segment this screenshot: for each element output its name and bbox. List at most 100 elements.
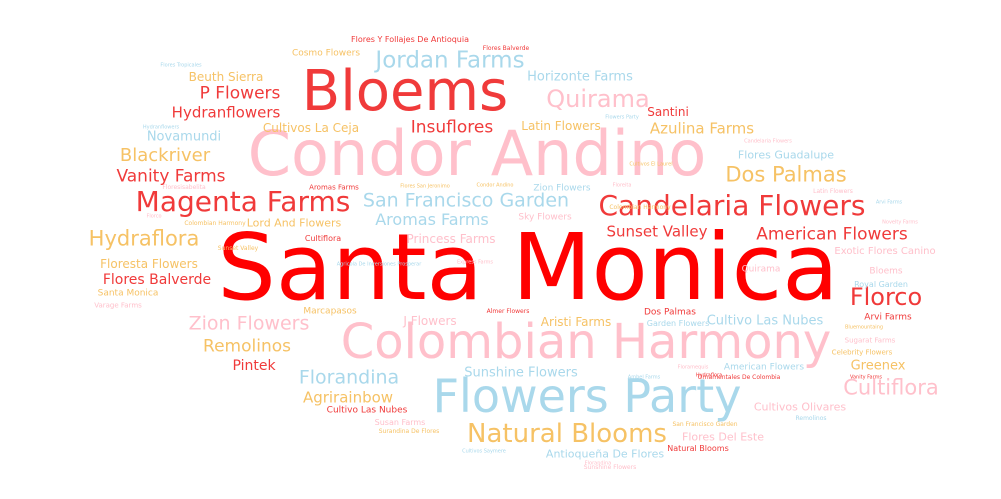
word-royal-garden: Royal Garden [854,280,908,289]
word-natural-blooms: Natural Blooms [467,419,667,449]
word-flores-san-jeronimo: Flores San Jeronimo [400,183,450,190]
word-hydranflowers: Hydranflowers [171,103,281,122]
word-flowers-party: Flowers Party [432,369,742,423]
word-j-flowers: J Flowers [403,314,457,328]
word-aristi-farms: Aristi Farms [540,315,612,329]
word-santa-monica: Santa Monica [217,214,839,321]
word-azulina-farms: Azulina Farms [649,119,755,138]
word-lord-and-flowers: Lord And Flowers [246,216,342,230]
word-florco: Florco [146,213,162,220]
word-almer-flowers: Almer Flowers [486,308,530,315]
word-flores-balverde: Flores Balverde [102,272,212,288]
word-remolinos: Remolinos [203,336,291,357]
word-floresisabelita: Floresisabelita [162,184,206,191]
word-cultiflora: Cultiflora [843,375,939,400]
word-hydraflora: Hydraflora [88,226,200,251]
word-hydraflora: Hydraflora [695,372,723,379]
word-flores-tropicales: Flores Tropicales [160,62,202,69]
word-varage-farms: Varage Farms [94,301,142,310]
word-p-flowers: P Flowers [199,83,281,104]
word-vanity-farms: Vanity Farms [849,374,883,381]
word-surandina-de-flores: Surandina De Flores [378,428,440,435]
word-magenta-farms: Magenta Farms [135,185,351,218]
word-floreita: Floreita [612,182,632,189]
word-colombian-harmony: Colombian Harmony [340,314,832,370]
word-flowers-party: Flowers Party [605,114,639,121]
word-latin-flowers: Latin Flowers [521,119,601,133]
word-ornamentales-de-colombia: Ornamentales De Colombia [697,374,781,381]
word-latin-flowers: Latin Flowers [813,188,853,195]
word-novelty-farms: Novelty Farms [882,219,918,226]
word-novamundi: Novamundi [146,129,222,145]
word-flores-y-follajes-de-antioquia: Flores Y Follajes De Antioquia [350,35,470,44]
word-dos-palmas: Dos Palmas [725,162,847,187]
word-zion-flowers: Zion Flowers [533,183,591,194]
word-aromas-farms: Aromas Farms [375,210,489,229]
word-flores-balverde: Flores Balverde [482,45,530,52]
word-arvi-farms: Arvi Farms [864,312,912,323]
word-vanity-farms: Vanity Farms [116,166,226,187]
word-exotic-flores-canino: Exotic Flores Canino [834,246,936,257]
word-cultiflora: Cultiflora [304,234,342,243]
word-florco: Florco [849,283,923,311]
word-cultivo-las-nubes: Cultivo Las Nubes [326,405,408,416]
word-cultivos-saymere: Cultivos Saymere [462,448,506,455]
word-condor-andino: Condor Andino [247,117,707,190]
word-santa-monica: Santa Monica [97,288,159,299]
word-pintek: Pintek [232,358,276,374]
word-american-flowers: American Flowers [723,362,805,373]
word-agrirainbow: Agrirainbow [302,388,394,407]
word-greenex: Greenex [850,358,906,374]
word-quirama: Quirama [546,85,650,113]
word-garden-flowers: Garden Flowers [646,319,710,328]
word-colombian-harmony: Colombian Harmony [609,204,671,211]
word-susan-farms: Susan Farms [374,418,426,427]
word-american-flowers: American Flowers [756,224,908,245]
word-arvi-farms: Arvi Farms [875,199,903,206]
word-blackriver: Blackriver [119,145,211,166]
word-cultivo-las-nubes: Cultivo Las Nubes [706,313,824,329]
word-celebrity-flowers: Celebrity Flowers [831,348,893,357]
word-sunshine-flowers: Sunshine Flowers [583,464,637,471]
word-sugarat-farms: Sugarat Farms [844,336,896,345]
word-princess-farms: Princess Farms [406,232,496,246]
word-condor-andino: Condor Andino [476,182,514,189]
word-ambel-farms: Ambel Farms [627,374,661,381]
word-san-francisco-garden: San Francisco Garden [672,421,738,428]
word-florandina: Florandina [298,366,400,389]
word-jordan-farms: Jordan Farms [375,47,525,74]
word-insuflores: Insuflores [410,117,494,138]
word-aromas-farms: Aromas Farms [309,183,359,192]
word-remolinos: Remolinos [795,415,827,422]
word-bloems: Bloems [301,59,509,124]
word-cosmo-flowers: Cosmo Flowers [291,48,361,59]
word-cultivos-el-laurel: Cultivos El Laurel [629,161,673,168]
word-cultivos-la-ceja: Cultivos La Ceja [262,121,360,135]
word-bloems: Bloems [869,266,903,277]
word-santini: Santini [647,105,689,119]
word-agricola-de-inversiones-prosperar: Agricola De Inversiones Prosperar [336,261,422,268]
word-candelaria-flowers: Candelaria Flowers [598,189,866,222]
word-cultivos-olivares: Cultivos Olivares [753,400,847,414]
word-zion-flowers: Zion Flowers [188,312,310,335]
word-natural-blooms: Natural Blooms [667,444,729,453]
word-flores-guadalupe: Flores Guadalupe [737,148,835,162]
word-sky-flowers: Sky Flowers [518,212,572,223]
word-flores-del-este: Flores Del Este [682,430,764,444]
word-marcapasos: Marcapasos [303,306,357,317]
word-candelaria-flowers: Candelaria Flowers [744,138,792,145]
word-dos-palmas: Dos Palmas [644,307,696,318]
word-sunshine-flowers: Sunshine Flowers [464,365,578,381]
word-bluemountaing: Bluemountaing [844,324,884,331]
word-floresta-flowers: Floresta Flowers [100,257,198,271]
word-florandina: Florandina [584,460,612,467]
word-antioque-a-de-flores: Antioqueña De Flores [545,447,665,461]
word-san-francisco-garden: San Francisco Garden [362,189,570,212]
word-floramequis: Floramequis [677,364,709,371]
word-sunset-valley: Sunset Valley [606,222,708,241]
word-hydranflowers: Hydranflowers [142,124,180,131]
word-express-farms: Express Farms [456,259,494,266]
word-quirama: Quirama [741,264,781,275]
word-colombian-harmony: Colombian Harmony [184,220,246,227]
